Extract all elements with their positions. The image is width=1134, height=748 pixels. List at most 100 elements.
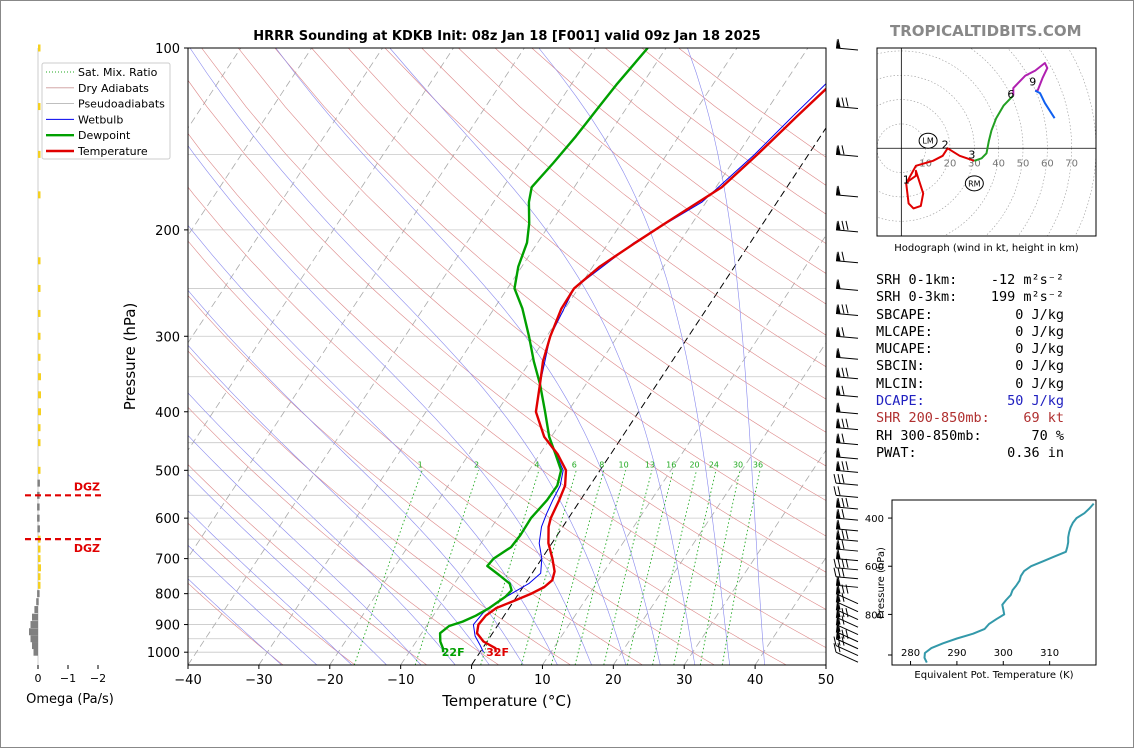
background-lines — [188, 48, 826, 665]
omega-bar — [37, 590, 40, 598]
wind-barb — [833, 558, 859, 571]
omega-bar — [38, 439, 41, 447]
pseudoadiabat — [275, 48, 661, 665]
stat-mlcin: MLCIN: 0 J/kg — [876, 376, 1076, 393]
barb-feather — [833, 636, 837, 646]
omega-bar — [38, 353, 41, 361]
barb-feather — [837, 486, 841, 496]
omega-bar — [38, 581, 41, 589]
barb-feather — [845, 418, 849, 428]
stat-unit: m²s⁻² — [1023, 272, 1064, 288]
barb-feather — [837, 461, 841, 471]
wind-barb — [835, 461, 859, 473]
wind-barb — [835, 447, 859, 460]
y-tick-label: 400 — [155, 406, 180, 421]
barb-shaft — [835, 442, 859, 446]
marker-ring — [964, 175, 984, 192]
wind-barb — [835, 348, 859, 360]
theta-e-x-tick-label: 300 — [994, 648, 1013, 659]
dry-adiabat — [274, 48, 826, 501]
barb-feather — [837, 584, 841, 594]
barb-feather — [845, 97, 849, 107]
stat-label: SRH 0-1km: — [876, 272, 958, 288]
theta-e-x-tick-label: 290 — [947, 648, 966, 659]
barb-shaft — [835, 616, 859, 628]
wind-barb — [833, 474, 859, 486]
barb-feather — [841, 530, 845, 540]
barb-feather — [841, 97, 845, 107]
mixing-ratio-line — [414, 470, 479, 665]
pseudoadiabat — [188, 473, 387, 665]
hodo-height-label: 6 — [1007, 88, 1014, 101]
dry-adiabat — [188, 406, 499, 665]
sounding-traces — [438, 48, 826, 653]
mixing-ratio-line — [652, 470, 697, 665]
hodograph-frame — [876, 47, 1097, 237]
theta-e-x-tick-label: 280 — [901, 648, 920, 659]
barb-feather — [845, 558, 849, 568]
barb-feather — [837, 509, 841, 519]
barb-shaft — [835, 624, 859, 636]
hodo-ring-label: 60 — [1041, 158, 1054, 169]
dry-adiabat — [494, 48, 826, 305]
barb-shaft — [835, 651, 859, 663]
mixing-ratio-label: 2 — [474, 460, 479, 469]
wind-barb — [835, 600, 859, 621]
omega-bar — [38, 573, 41, 581]
barb-feather — [845, 530, 849, 540]
dewpoint-line — [438, 48, 649, 653]
stat-mlcape: MLCAPE: 0 J/kg — [876, 324, 1076, 341]
theta-e-y-tick-label: 400 — [865, 514, 884, 525]
omega-bar — [38, 103, 41, 111]
legend-entry: Dry Adiabats — [78, 82, 149, 95]
stat-value: -12 — [990, 272, 1016, 288]
barb-feather — [837, 539, 841, 550]
barb-feather — [845, 220, 849, 230]
legend-entry: Dewpoint — [78, 129, 131, 142]
stat-value: 0 J/kg — [1015, 375, 1064, 392]
dry-adiabat — [188, 186, 787, 665]
dry-adiabat — [188, 350, 571, 665]
barb-feather — [841, 220, 845, 230]
wind-barb — [833, 567, 859, 580]
omega-bar — [38, 284, 41, 292]
hodo-segment-3-6 — [973, 94, 1015, 162]
barb-feather — [837, 251, 841, 261]
mixing-ratio-label: 30 — [733, 460, 743, 469]
mixing-ratio-label: 36 — [753, 460, 763, 469]
hodo-lm-marker: LM — [918, 132, 938, 149]
barb-shaft — [835, 584, 859, 588]
wind-barb — [835, 251, 859, 264]
stats-panel: SRH 0-1km: -12 m²s⁻² SRH 0-3km: 199 m²s⁻² … — [876, 272, 1076, 462]
omega-bar — [38, 564, 41, 572]
barb-shaft — [835, 482, 859, 486]
omega-bar — [29, 628, 38, 636]
barb-feather — [837, 220, 841, 230]
pseudoadiabat — [188, 224, 558, 665]
omega-tick-label: 0 — [35, 672, 42, 685]
barb-feather — [833, 474, 837, 484]
barb-feather — [837, 519, 841, 529]
barb-shaft — [835, 469, 859, 473]
mixing-ratio-label: 24 — [709, 460, 719, 469]
freezing-isotherm — [471, 127, 826, 665]
stat-value: 70 % — [1031, 427, 1064, 444]
barb-shaft — [835, 538, 859, 542]
mixing-ratio-label: 16 — [666, 460, 676, 469]
x-tick-label: 10 — [534, 673, 551, 688]
dgz-label: DGZ — [74, 480, 100, 493]
omega-bar — [32, 642, 38, 650]
wind-barb — [835, 279, 859, 291]
hodo-height-label: 2 — [942, 138, 949, 151]
mixing-ratio-label: 8 — [599, 460, 604, 469]
wind-barb — [835, 539, 859, 552]
stat-label: MUCAPE: — [876, 341, 933, 358]
barb-feather — [841, 539, 845, 550]
y-tick-label: 900 — [155, 619, 180, 634]
barb-feather — [841, 461, 845, 471]
mixing-ratio-line — [626, 470, 674, 665]
wind-barb — [835, 304, 859, 316]
omega-bar — [30, 621, 38, 629]
isotherm — [188, 48, 312, 237]
